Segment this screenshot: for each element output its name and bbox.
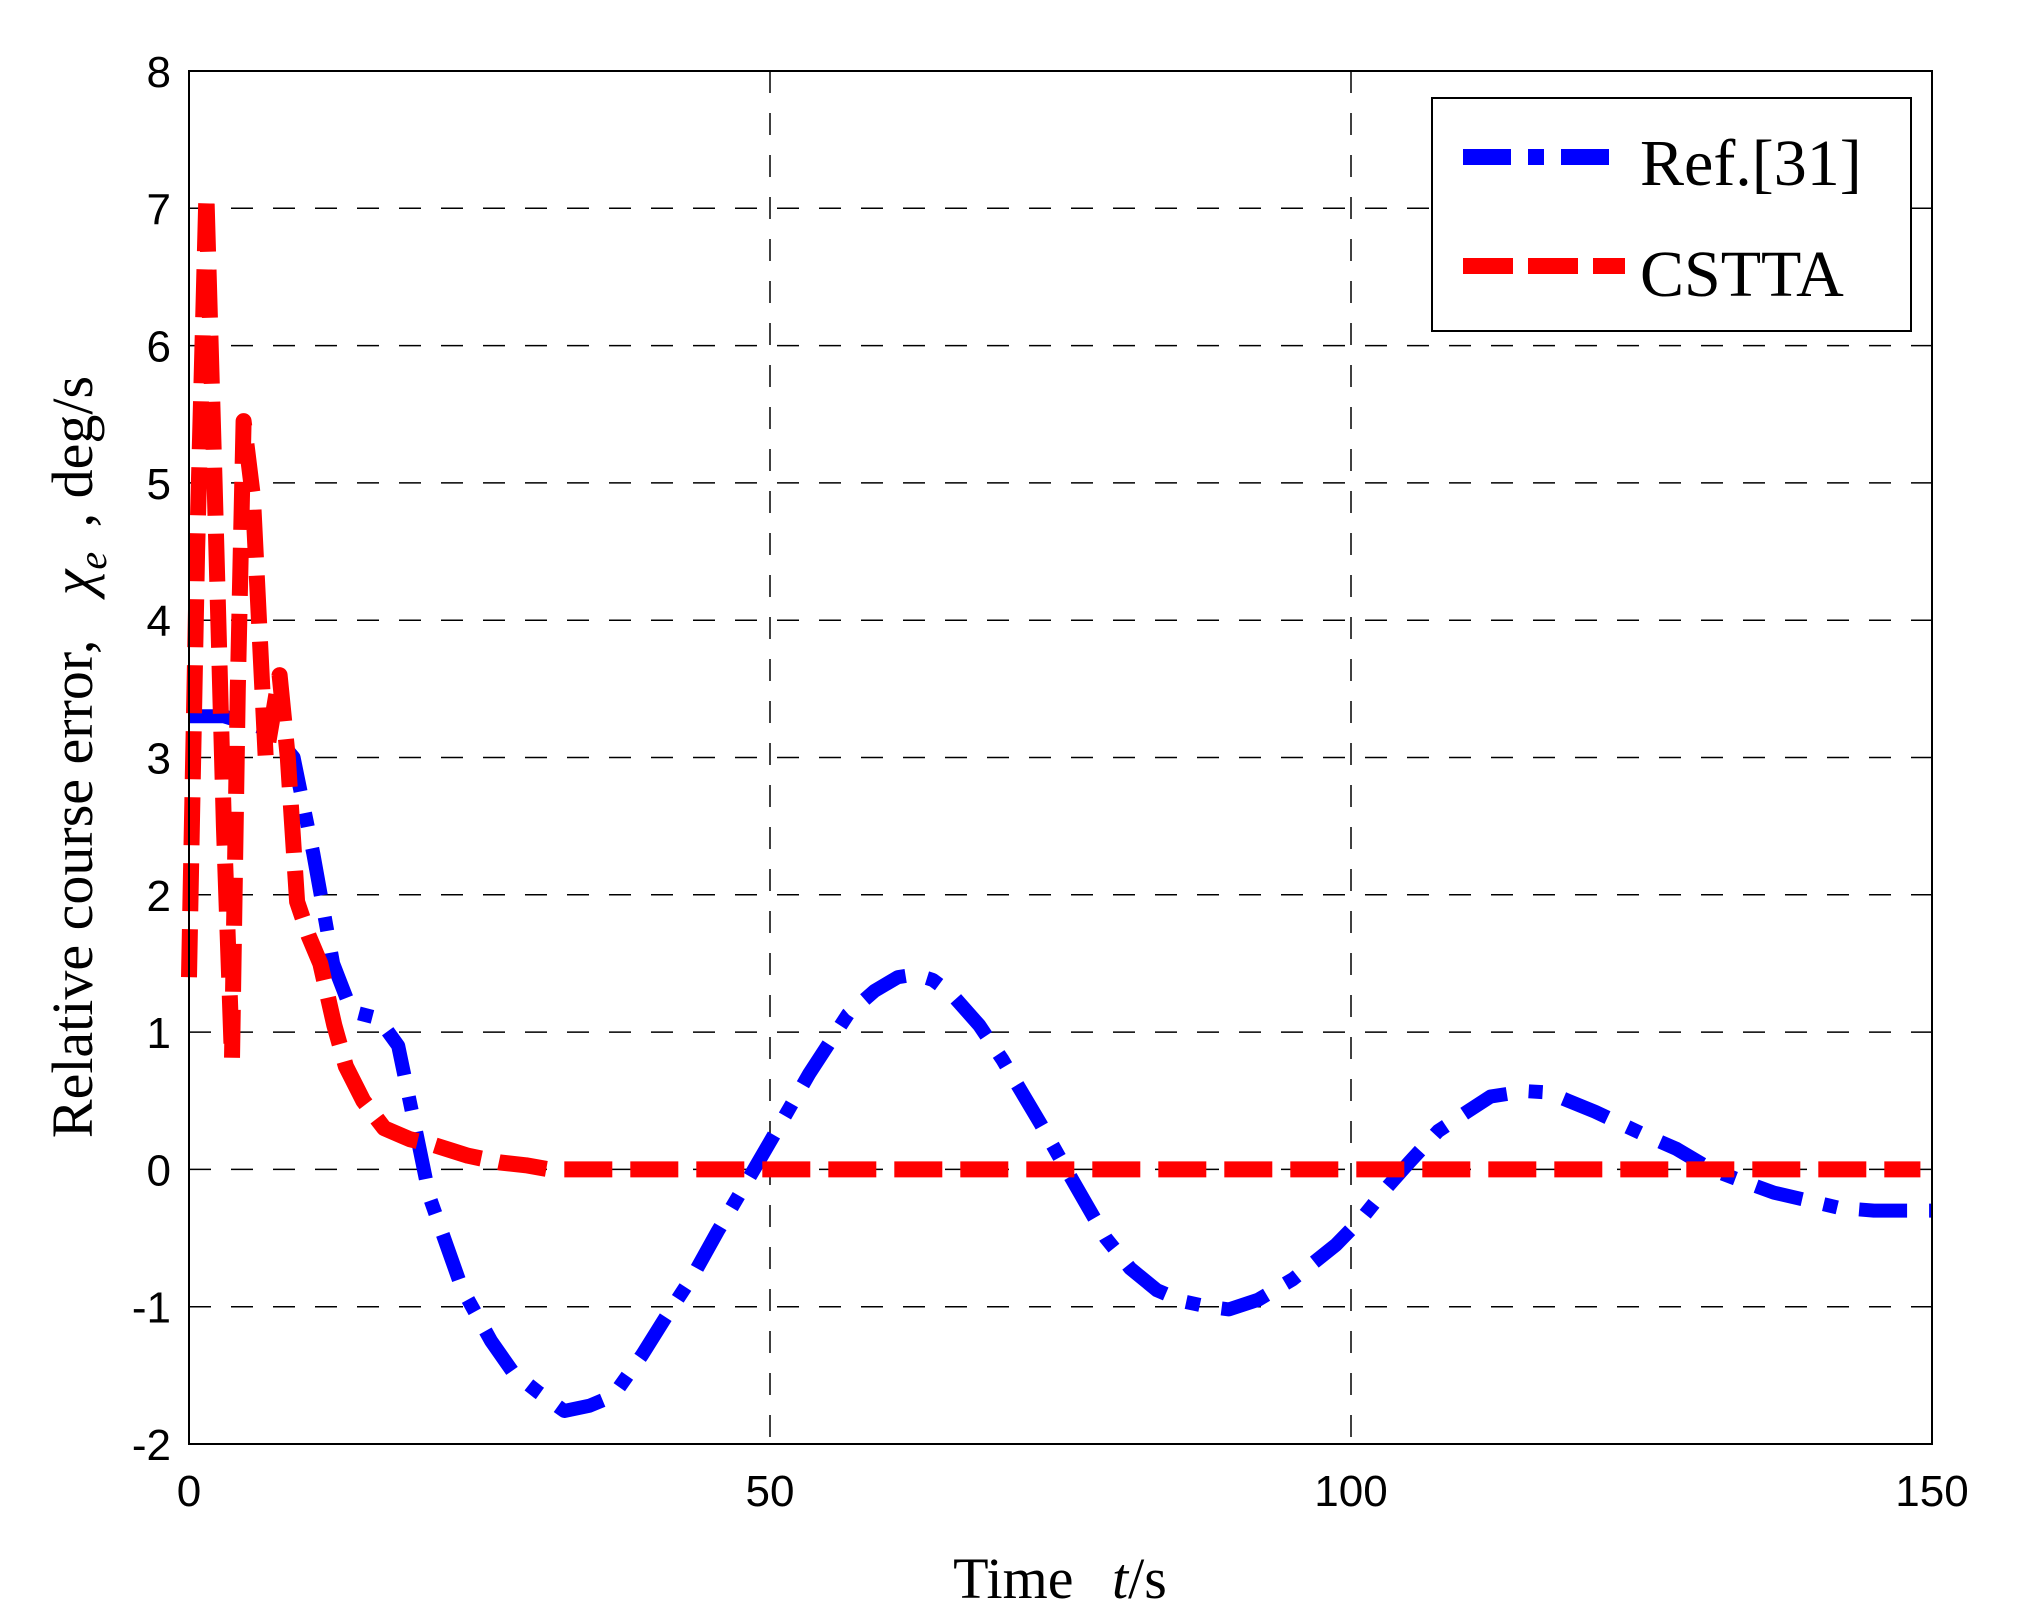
y-tick-label: 0 [147,1146,171,1195]
x-axis-title-italic: t [1112,1546,1130,1611]
y-tick-label: 6 [147,323,171,372]
y-axis-title: Relative course error, χe , deg/s [40,376,119,1138]
y-tick-label: 1 [147,1009,171,1058]
y-axis-ticks: -2 -1 0 1 2 3 4 5 6 7 8 [132,48,171,1470]
svg-text:Relative course error, χ: Relative course error, χe , deg/s [40,376,119,1138]
x-axis-title-suffix: /s [1128,1546,1167,1611]
grid-lines [189,71,1932,1444]
y-axis-title-prefix: Relative course error, [40,640,105,1139]
x-tick-label: 50 [746,1467,795,1516]
series-ref31-line [189,709,1932,1418]
y-tick-label: 2 [147,872,171,921]
x-tick-label: 0 [177,1467,201,1516]
y-axis-title-subscript: e [70,552,115,570]
legend-box [1431,97,1912,332]
x-axis-ticks: 0 50 100 150 [177,1467,1969,1516]
axes-frame [188,70,1933,1445]
legend-label-cstta: CSTTA [1640,238,1844,311]
y-tick-label: -1 [132,1284,171,1333]
legend-item-cstta: CSTTA [1463,238,1844,311]
y-axis-title-suffix: , deg/s [40,376,105,527]
y-tick-label: 8 [147,48,171,97]
series-cstta-line [181,186,1921,1178]
plot-area [181,186,1932,1418]
y-tick-label: 5 [147,460,171,509]
x-tick-label: 100 [1314,1467,1387,1516]
y-tick-label: 4 [147,597,171,646]
y-axis-title-symbol: χ [40,568,105,600]
legend-label-ref31: Ref.[31] [1640,127,1862,200]
legend: Ref.[31] CSTTA [1431,97,1912,332]
x-tick-label: 150 [1895,1467,1968,1516]
x-axis-title-prefix: Time [953,1546,1073,1611]
x-axis-title: Time t/s [953,1546,1167,1611]
y-tick-label: 3 [147,735,171,784]
y-tick-label: 7 [147,185,171,234]
y-tick-label: -2 [132,1421,171,1470]
legend-item-ref31: Ref.[31] [1463,127,1862,200]
